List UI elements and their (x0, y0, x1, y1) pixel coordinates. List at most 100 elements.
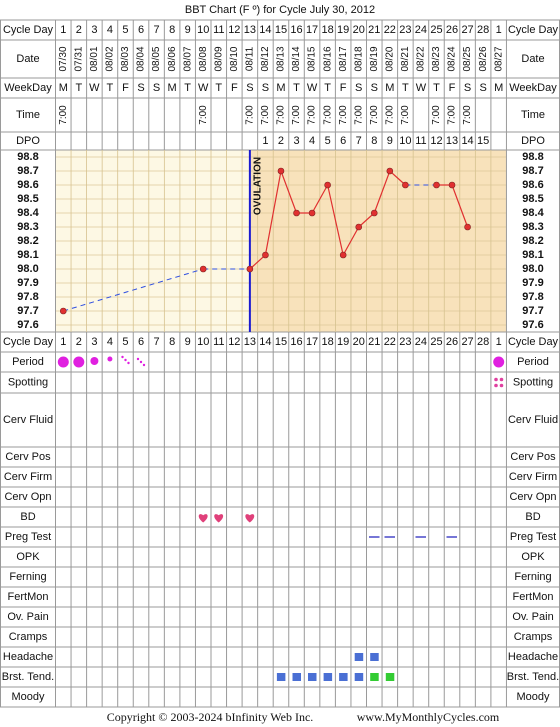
period-spot (139, 360, 143, 364)
row-label-right: Period (517, 356, 549, 368)
row-label-right: Cramps (514, 631, 553, 643)
row-label-right: Ferning (514, 571, 551, 583)
cycle-day: 23 (399, 24, 411, 36)
cycle-day: 17 (306, 336, 318, 348)
headache-mark (370, 653, 379, 661)
date: 08/03 (120, 46, 131, 71)
date: 08/17 (338, 46, 349, 71)
row-label: Spotting (8, 376, 48, 388)
bd-heart (214, 514, 224, 523)
cycle-day: 16 (290, 24, 302, 36)
temperature-point (199, 265, 207, 273)
date: 08/27 (493, 46, 504, 71)
cycle-day: 5 (122, 336, 128, 348)
time: 7:00 (338, 105, 349, 125)
date: 08/20 (384, 46, 395, 71)
row-label-right: BD (525, 511, 540, 523)
cycle-day: 4 (107, 24, 113, 36)
row-label: Ferning (9, 571, 46, 583)
cycle-day: 25 (430, 24, 442, 36)
cycle-day: 18 (322, 24, 334, 36)
time: 7:00 (198, 105, 209, 125)
dpo: 13 (446, 135, 458, 147)
weekday: W (89, 82, 100, 94)
cycle-day: 20 (353, 336, 365, 348)
dpo: 9 (387, 135, 393, 147)
row-label-right: Headache (508, 651, 558, 663)
row-label: WeekDay (4, 82, 52, 94)
date: 08/15 (307, 46, 318, 71)
date: 07/30 (58, 46, 69, 71)
dpo: 4 (309, 135, 315, 147)
weekday: T (433, 82, 440, 94)
cycle-day: 27 (461, 24, 473, 36)
cycle-day: 20 (353, 24, 365, 36)
dpo: 8 (371, 135, 377, 147)
cycle-day: 18 (322, 336, 334, 348)
row-label: Cerv Pos (5, 451, 51, 463)
row-label-right: Cerv Opn (509, 491, 556, 503)
temperature-point (308, 209, 316, 217)
weekday: W (198, 82, 209, 94)
date: 08/19 (369, 46, 380, 71)
dpo: 10 (399, 135, 411, 147)
time: 7:00 (384, 105, 395, 125)
cycle-day: 19 (337, 24, 349, 36)
weekday: W (307, 82, 318, 94)
y-tick-label-right: 98.5 (522, 193, 543, 205)
dpo: 12 (430, 135, 442, 147)
website-link[interactable]: www.MyMonthlyCycles.com (357, 710, 500, 724)
time: 7:00 (322, 105, 333, 125)
temperature-point (386, 167, 394, 175)
cycle-day: 4 (107, 336, 113, 348)
y-tick-label-right: 98.2 (522, 235, 543, 247)
dpo: 6 (340, 135, 346, 147)
row-label: Date (16, 53, 39, 65)
temperature-point (246, 265, 254, 273)
cycle-day: 8 (169, 336, 175, 348)
date: 08/09 (213, 46, 224, 71)
row-label: Cycle Day (3, 24, 54, 36)
row-label-right: DPO (521, 135, 545, 147)
headache-mark (354, 653, 364, 661)
cycle-day: 6 (138, 24, 144, 36)
cycle-day: 19 (337, 336, 349, 348)
weekday: F (231, 82, 238, 94)
temperature-point (324, 181, 331, 189)
cycle-day: 11 (213, 24, 224, 36)
brst-tend-mark (370, 673, 379, 681)
date: 08/04 (136, 46, 147, 71)
time: 7:00 (245, 105, 256, 125)
weekday: T (324, 82, 331, 94)
cycle-day: 9 (185, 336, 191, 348)
cycle-day: 22 (384, 336, 396, 348)
row-label-right: Ov. Pain (512, 611, 553, 623)
row-label-right: FertMon (513, 591, 554, 603)
brst-tend-mark (276, 673, 286, 681)
date: 08/26 (478, 46, 489, 71)
ovulation-label: OVULATION (253, 157, 264, 215)
dpo: 2 (278, 135, 284, 147)
y-tick-label-right: 98.7 (522, 165, 543, 177)
row-label-right: Cerv Pos (510, 451, 556, 463)
spotting-dot (499, 383, 504, 388)
time: 7:00 (400, 105, 411, 125)
y-tick-label-right: 98.8 (522, 151, 543, 163)
period-spot (124, 358, 127, 362)
time: 7:00 (276, 105, 287, 125)
cycle-day: 24 (415, 24, 427, 36)
weekday: F (122, 82, 129, 94)
temperature-point (293, 209, 300, 217)
weekday: F (449, 82, 456, 94)
row-label-right: Preg Test (510, 531, 556, 543)
spotting-dot (494, 377, 498, 382)
row-label: Cerv Opn (4, 491, 51, 503)
time: 7:00 (447, 105, 458, 125)
weekday: S (137, 82, 144, 94)
y-tick-label: 97.6 (17, 319, 38, 331)
cycle-day: 12 (228, 336, 240, 348)
cycle-day: 1 (496, 24, 502, 36)
date: 08/14 (291, 46, 302, 71)
cycle-day: 17 (306, 24, 318, 36)
weekday: T (184, 82, 191, 94)
